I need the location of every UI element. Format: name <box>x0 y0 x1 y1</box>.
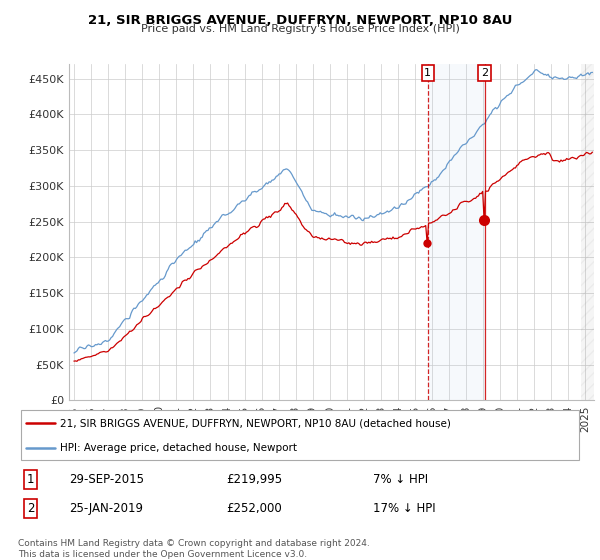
Text: 1: 1 <box>424 68 431 78</box>
Text: Price paid vs. HM Land Registry's House Price Index (HPI): Price paid vs. HM Land Registry's House … <box>140 24 460 34</box>
Text: HPI: Average price, detached house, Newport: HPI: Average price, detached house, Newp… <box>60 442 298 452</box>
Text: 21, SIR BRIGGS AVENUE, DUFFRYN, NEWPORT, NP10 8AU (detached house): 21, SIR BRIGGS AVENUE, DUFFRYN, NEWPORT,… <box>60 418 451 428</box>
Text: 25-JAN-2019: 25-JAN-2019 <box>69 502 143 515</box>
Bar <box>581 64 594 400</box>
Text: 1: 1 <box>26 473 34 486</box>
Text: 2: 2 <box>481 68 488 78</box>
Text: 2: 2 <box>26 502 34 515</box>
Text: 29-SEP-2015: 29-SEP-2015 <box>69 473 144 486</box>
Bar <box>428 64 485 400</box>
Text: 21, SIR BRIGGS AVENUE, DUFFRYN, NEWPORT, NP10 8AU: 21, SIR BRIGGS AVENUE, DUFFRYN, NEWPORT,… <box>88 14 512 27</box>
FancyBboxPatch shape <box>21 410 579 460</box>
Text: 7% ↓ HPI: 7% ↓ HPI <box>373 473 428 486</box>
Text: 17% ↓ HPI: 17% ↓ HPI <box>373 502 436 515</box>
Text: £219,995: £219,995 <box>227 473 283 486</box>
Text: Contains HM Land Registry data © Crown copyright and database right 2024.
This d: Contains HM Land Registry data © Crown c… <box>18 539 370 559</box>
Text: £252,000: £252,000 <box>227 502 283 515</box>
